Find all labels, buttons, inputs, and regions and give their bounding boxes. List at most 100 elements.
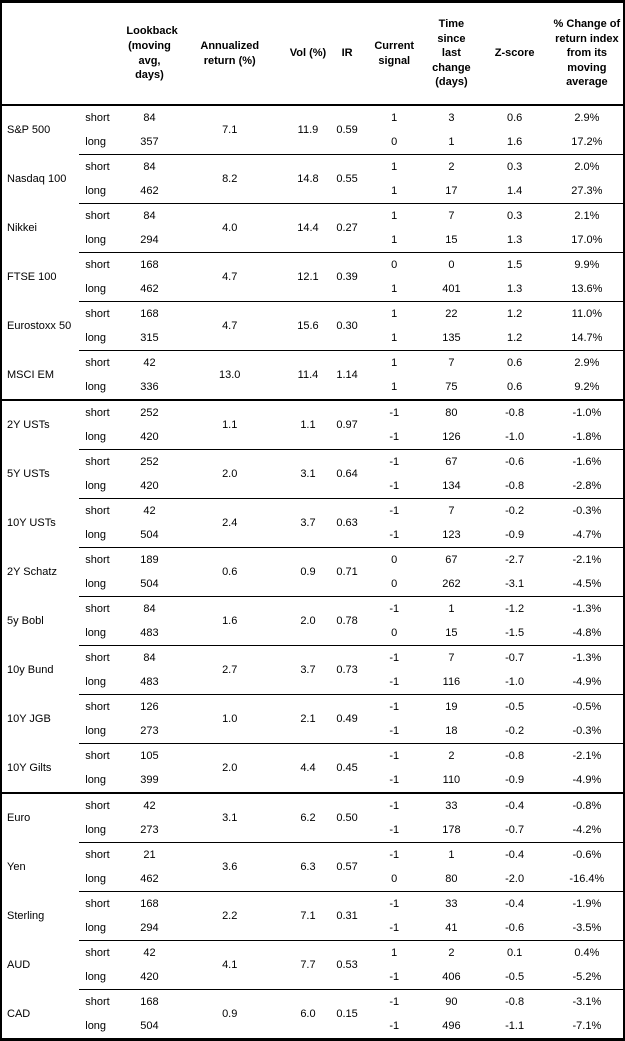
tenor-label-short: short (79, 842, 126, 867)
table-row-long: long 462 0 80 -2.0 -16.4% (1, 867, 624, 892)
tenor-label-short: short (79, 792, 126, 818)
lookback-short: 189 (125, 547, 174, 572)
z-score-long: 0.6 (506, 381, 523, 393)
lookback-short: 168 (125, 252, 174, 277)
annualized-return-value: 4.7 (173, 252, 286, 302)
tenor-label-long: long (85, 332, 107, 344)
col-header-current-signal: Current signal (364, 1, 425, 106)
annualized-return-value: 1.1 (173, 399, 286, 450)
tenor-column-header (79, 1, 126, 106)
lookback-long: 504 (140, 529, 159, 541)
lookback-short: 105 (125, 743, 174, 768)
asset-name: Sterling (7, 910, 45, 922)
z-score-short: -0.6 (478, 449, 551, 474)
vol-value: 6.0 (285, 989, 331, 1040)
tenor-label-short: short (79, 498, 126, 523)
tenor-label-short: short (79, 891, 126, 916)
tenor-label-short: short (79, 252, 126, 277)
current-signal-short: 1 (364, 203, 425, 228)
z-score-short: 0.3 (478, 154, 551, 179)
table-row-short: 5Y USTs short 252 2.0 3.1 0.64 -1 67 -0.… (1, 449, 624, 499)
pct-change-long: 27.3% (571, 185, 603, 197)
current-signal-short: -1 (364, 694, 425, 719)
current-signal-long: -1 (389, 725, 400, 737)
lookback-long: 483 (140, 676, 159, 688)
vol-value: 4.4 (285, 743, 331, 793)
z-score-long: -0.6 (505, 922, 525, 934)
z-score-long: 1.4 (506, 185, 523, 197)
pct-change-long: -16.4% (569, 873, 605, 885)
pct-change-long: -7.1% (572, 1020, 602, 1032)
table-row-long: long 336 1 75 0.6 9.2% (1, 375, 624, 400)
z-score-short: -0.4 (478, 891, 551, 916)
time-since-long: 116 (442, 676, 461, 688)
table-row-long: long 420 -1 134 -0.8 -2.8% (1, 474, 624, 499)
col-header-vol: Vol (%) (285, 1, 331, 106)
col-header-lookback: Lookback (moving avg, days) (125, 1, 178, 106)
vol-value: 11.4 (285, 350, 331, 400)
pct-change-short: -1.9% (550, 891, 624, 916)
lookback-long: 294 (140, 234, 159, 246)
asset-name: 10Y JGB (7, 713, 51, 725)
time-since-long: 1 (448, 136, 455, 148)
current-signal-short: 1 (391, 112, 398, 124)
time-since-short: 7 (424, 350, 479, 375)
pct-change-short: -1.3% (550, 645, 624, 670)
ir-value: 0.59 (336, 124, 358, 136)
z-score-long: 1.3 (506, 283, 523, 295)
current-signal-short: 1 (364, 154, 425, 179)
asset-name: Yen (7, 861, 26, 873)
tenor-label-long: long (85, 627, 107, 639)
table-row-short: CAD short 168 0.9 6.0 0.15 -1 90 -0.8 -3… (1, 989, 624, 1040)
ir-value: 1.14 (330, 350, 365, 400)
lookback-long: 420 (140, 971, 159, 983)
annualized-return-value: 2.7 (173, 645, 286, 695)
time-since-long: 126 (442, 431, 461, 443)
tenor-label-short: short (79, 350, 126, 375)
current-signal-long: 1 (391, 185, 398, 197)
pct-change-short: -0.5% (550, 694, 624, 719)
lookback-long: 483 (140, 627, 159, 639)
time-since-long: 80 (445, 873, 458, 885)
ir-value: 0.39 (330, 252, 365, 302)
tenor-label-short: short (79, 154, 126, 179)
z-score-short: -1.2 (478, 596, 551, 621)
lookback-long: 294 (140, 922, 159, 934)
table-row-short: Sterling short 168 2.2 7.1 0.31 -1 33 -0… (1, 891, 624, 941)
vol-value: 7.7 (285, 940, 331, 990)
ir-value: 0.30 (330, 301, 365, 351)
current-signal-long: 0 (391, 627, 398, 639)
table-row-short: FTSE 100 short 168 4.7 12.1 0.39 0 0 1.5… (1, 252, 624, 302)
lookback-long: 462 (140, 283, 159, 295)
lookback-long: 504 (140, 578, 159, 590)
pct-change-long: -4.8% (572, 627, 602, 639)
pct-change-short: -1.3% (550, 596, 624, 621)
table-row-short: 10Y USTs short 42 2.4 3.7 0.63 -1 7 -0.2… (1, 498, 624, 548)
asset-name: AUD (7, 959, 31, 971)
table-row-long: long 399 -1 110 -0.9 -4.9% (1, 768, 624, 793)
tenor-label-short: short (79, 301, 126, 326)
pct-change-long: -0.3% (572, 725, 602, 737)
table-row-long: long 294 -1 41 -0.6 -3.5% (1, 916, 624, 941)
pct-change-long: 9.2% (574, 381, 600, 393)
ir-value: 0.50 (330, 792, 365, 843)
table-row-short: 2Y Schatz short 189 0.6 0.9 0.71 0 67 -2… (1, 547, 624, 597)
lookback-short: 84 (125, 596, 174, 621)
time-since-long: 262 (442, 578, 461, 590)
pct-change-short: 11.0% (550, 301, 624, 326)
time-since-long: 135 (442, 332, 461, 344)
lookback-long: 420 (140, 431, 159, 443)
z-score-short: 1.5 (478, 252, 551, 277)
z-score-long: -0.5 (505, 971, 525, 983)
asset-name: Nasdaq 100 (7, 173, 67, 185)
tenor-label-long: long (85, 1020, 107, 1032)
annualized-return-value: 0.9 (173, 989, 286, 1040)
lookback-short: 42 (125, 350, 174, 375)
asset-name: 10y Bund (7, 664, 54, 676)
tenor-label-long: long (85, 922, 107, 934)
vol-value: 14.4 (285, 203, 331, 253)
current-signal-short: -1 (364, 792, 425, 818)
pct-change-long: -2.8% (572, 480, 602, 492)
lookback-long: 357 (140, 136, 159, 148)
lookback-short: 84 (125, 203, 174, 228)
